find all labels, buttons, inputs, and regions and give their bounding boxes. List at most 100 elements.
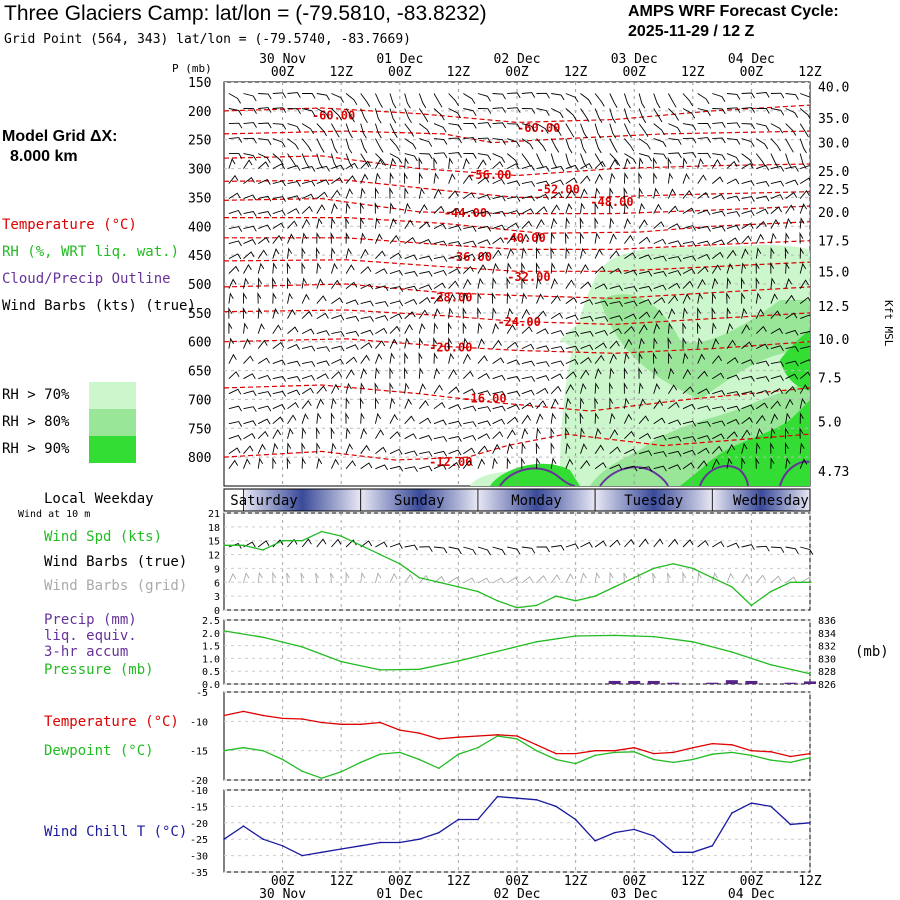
upper-wind-barb <box>389 108 397 124</box>
upper-wind-barb <box>638 367 643 379</box>
dewpoint-line-point <box>281 758 284 761</box>
upper-wind-barb <box>258 374 272 381</box>
wind-speed-line-point <box>359 544 362 547</box>
legend-rh80: RH > 80% <box>2 414 70 430</box>
grid-wind-barb <box>257 571 263 584</box>
upper-wind-barb <box>755 442 761 454</box>
upper-wind-barb <box>564 231 569 244</box>
upper-wind-barb <box>228 405 242 412</box>
legend-wind-barbs: Wind Barbs (kts) (true) <box>2 298 196 314</box>
upper-wind-barb <box>360 216 365 229</box>
upper-wind-barb <box>623 186 628 199</box>
upper-wind-barb <box>726 138 741 145</box>
temperature-line-point <box>301 718 303 720</box>
upper-wind-barb <box>711 458 720 469</box>
upper-wind-barb <box>536 247 540 259</box>
upper-wind-barb <box>638 337 645 349</box>
upper-wind-barb <box>580 123 588 139</box>
upper-wind-barb <box>243 210 257 217</box>
upper-wind-barb <box>668 240 682 247</box>
upper-wind-barb <box>741 235 752 244</box>
upper-wind-barb <box>682 108 696 119</box>
upper-wind-barb <box>623 108 631 124</box>
upper-wind-barb <box>418 172 423 184</box>
upper-wind-barb <box>360 160 372 169</box>
dewpoint-line-point <box>516 738 518 740</box>
upper-wind-barb <box>257 249 268 259</box>
upper-wind-barb <box>331 164 345 171</box>
wind-panel-y-tick-label: 12 <box>208 551 220 562</box>
upper-wind-barb <box>565 442 571 454</box>
pressure-line-point <box>496 650 499 653</box>
upper-wind-barb <box>477 153 492 161</box>
upper-wind-barb <box>726 431 738 440</box>
upper-wind-barb <box>785 385 797 395</box>
upper-wind-barb <box>506 262 512 274</box>
cloud-outline <box>779 460 810 486</box>
upper-wind-barb <box>433 308 441 319</box>
temperature-line-point <box>750 749 753 752</box>
upper-wind-barb <box>272 209 286 216</box>
upper-wind-barb <box>565 371 577 380</box>
upper-wind-barb <box>668 270 682 276</box>
upper-wind-barb <box>433 256 448 262</box>
upper-wind-barb <box>492 323 499 334</box>
upper-wind-barb <box>360 427 367 439</box>
upper-wind-barb <box>623 157 631 169</box>
upper-wind-barb <box>609 201 613 214</box>
upper-wind-barb <box>243 153 257 161</box>
upper-wind-barb <box>785 457 791 469</box>
upper-wind-barb <box>330 231 335 244</box>
upper-wind-barb <box>330 262 338 274</box>
pressure-right-tick-label: 830 <box>818 654 836 665</box>
wind-speed-line-point <box>711 576 714 579</box>
upper-wind-barb <box>404 108 412 124</box>
wind-panel-y-tick-label: 21 <box>208 509 220 520</box>
upper-wind-barb <box>243 420 257 427</box>
upper-wind-barb <box>507 180 521 187</box>
upper-wind-barb <box>330 458 339 469</box>
grid-wind-barb <box>300 572 305 584</box>
upper-wind-barb <box>800 314 810 320</box>
upper-wind-barb <box>741 123 755 130</box>
grid-wind-barb <box>550 574 561 584</box>
pressure-line-point <box>535 640 538 643</box>
upper-wind-barb <box>624 430 635 440</box>
upper-wind-barb <box>243 292 247 304</box>
wind-speed-line-point <box>223 544 225 547</box>
upper-wind-barb <box>580 427 585 439</box>
upper-wind-barb <box>389 218 397 229</box>
temperature-contour-label: -16.00 <box>463 391 506 405</box>
upper-wind-barb <box>272 248 280 259</box>
weekday-band-frame <box>223 488 811 512</box>
upper-wind-barb <box>316 442 321 454</box>
upper-wind-barb <box>301 374 315 381</box>
upper-wind-barb <box>492 237 505 244</box>
upper-wind-barb <box>785 138 794 153</box>
pressure-tick-label: 150 <box>188 76 211 91</box>
upper-wind-barb <box>507 123 521 130</box>
temperature-contour-label: -36.00 <box>449 250 492 264</box>
upper-wind-barb <box>770 247 775 259</box>
model-grid-label: Model Grid ΔX: <box>2 128 118 145</box>
chill-panel-y-tick-label: -20 <box>190 819 208 830</box>
upper-wind-barb <box>785 179 799 186</box>
pressure-right-tick-label: 836 <box>818 616 836 627</box>
upper-wind-barb <box>594 427 602 439</box>
upper-wind-barb <box>228 321 233 334</box>
upper-wind-barb <box>316 457 323 469</box>
upper-wind-barb <box>477 239 491 246</box>
upper-wind-barb <box>389 338 398 349</box>
temperature-contour <box>224 259 810 272</box>
upper-wind-barb <box>243 159 253 169</box>
upper-wind-barb <box>741 341 753 349</box>
upper-wind-barb <box>375 340 386 349</box>
upper-wind-barb <box>345 202 351 214</box>
upper-wind-barb <box>594 232 601 244</box>
surface-wind-barb <box>800 546 814 555</box>
forecast-cycle-value: 2025-11-29 / 12 Z <box>628 23 755 40</box>
grid-wind-barb <box>666 572 671 584</box>
upper-wind-barb <box>433 322 439 334</box>
upper-wind-barb <box>536 345 550 352</box>
upper-wind-barb <box>228 192 241 199</box>
